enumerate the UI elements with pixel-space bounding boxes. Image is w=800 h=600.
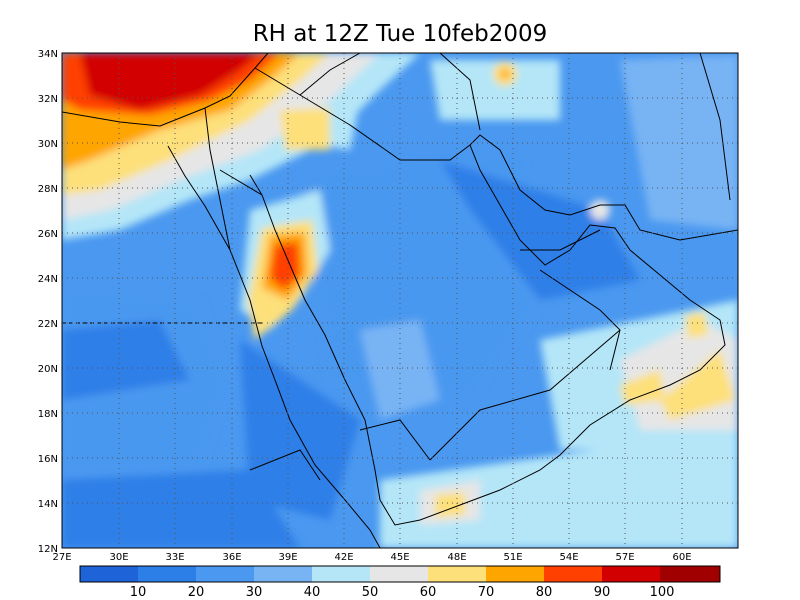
lon-label: 54E bbox=[559, 552, 578, 563]
lat-label: 32N bbox=[38, 94, 58, 105]
colorbar-label: 10 bbox=[130, 585, 147, 600]
lat-label: 26N bbox=[38, 229, 58, 240]
colorbar-frame bbox=[79, 565, 721, 583]
lon-label: 48E bbox=[447, 552, 466, 563]
colorbar-swatch bbox=[80, 566, 138, 582]
colorbar-label: 90 bbox=[594, 585, 611, 600]
colorbar-swatch bbox=[138, 566, 196, 582]
lon-label: 42E bbox=[334, 552, 353, 563]
lat-label: 12N bbox=[38, 544, 58, 555]
lat-label: 28N bbox=[38, 184, 58, 195]
lon-label: 30E bbox=[109, 552, 128, 563]
colorbar-swatch bbox=[660, 566, 720, 582]
lat-label: 16N bbox=[38, 454, 58, 465]
colorbar-swatch bbox=[254, 566, 312, 582]
lat-label: 14N bbox=[38, 499, 58, 510]
colorbar-label: 50 bbox=[362, 585, 379, 600]
lon-label: 51E bbox=[503, 552, 522, 563]
lon-label: 36E bbox=[222, 552, 241, 563]
coastlines bbox=[62, 53, 738, 548]
map-frame bbox=[61, 52, 739, 549]
latitude-axis: 34N 32N 30N 28N 26N 24N 22N 20N 18N 16N … bbox=[38, 49, 58, 555]
lon-label: 39E bbox=[278, 552, 297, 563]
colorbar-label: 100 bbox=[650, 585, 675, 600]
colorbar-swatch bbox=[312, 566, 370, 582]
lat-label: 30N bbox=[38, 139, 58, 150]
colorbar-swatch bbox=[196, 566, 254, 582]
colorbar-swatch bbox=[370, 566, 428, 582]
lat-label: 20N bbox=[38, 364, 58, 375]
colorbar-swatch bbox=[602, 566, 660, 582]
colorbar-swatch bbox=[486, 566, 544, 582]
lon-label: 45E bbox=[390, 552, 409, 563]
colorbar-label: 80 bbox=[536, 585, 553, 600]
colorbar-swatch bbox=[428, 566, 486, 582]
lat-label: 18N bbox=[38, 409, 58, 420]
lon-label: 57E bbox=[615, 552, 634, 563]
colorbar-label: 20 bbox=[188, 585, 205, 600]
lon-label: 27E bbox=[52, 552, 71, 563]
lat-label: 24N bbox=[38, 274, 58, 285]
colorbar-label: 70 bbox=[478, 585, 495, 600]
lon-label: 33E bbox=[165, 552, 184, 563]
rh-field bbox=[62, 53, 738, 548]
colorbar-label: 40 bbox=[304, 585, 321, 600]
colorbar-label: 30 bbox=[246, 585, 263, 600]
lon-label: 60E bbox=[672, 552, 691, 563]
colorbar-label: 60 bbox=[420, 585, 437, 600]
longitude-axis: 27E 30E 33E 36E 39E 42E 45E 48E 51E 54E … bbox=[52, 552, 691, 563]
lat-label: 34N bbox=[38, 49, 58, 60]
colorbar-swatch bbox=[544, 566, 602, 582]
lat-label: 22N bbox=[38, 319, 58, 330]
map-title: RH at 12Z Tue 10feb2009 bbox=[253, 21, 548, 47]
colorbar: 10 20 30 40 50 60 70 80 90 100 bbox=[79, 565, 721, 600]
